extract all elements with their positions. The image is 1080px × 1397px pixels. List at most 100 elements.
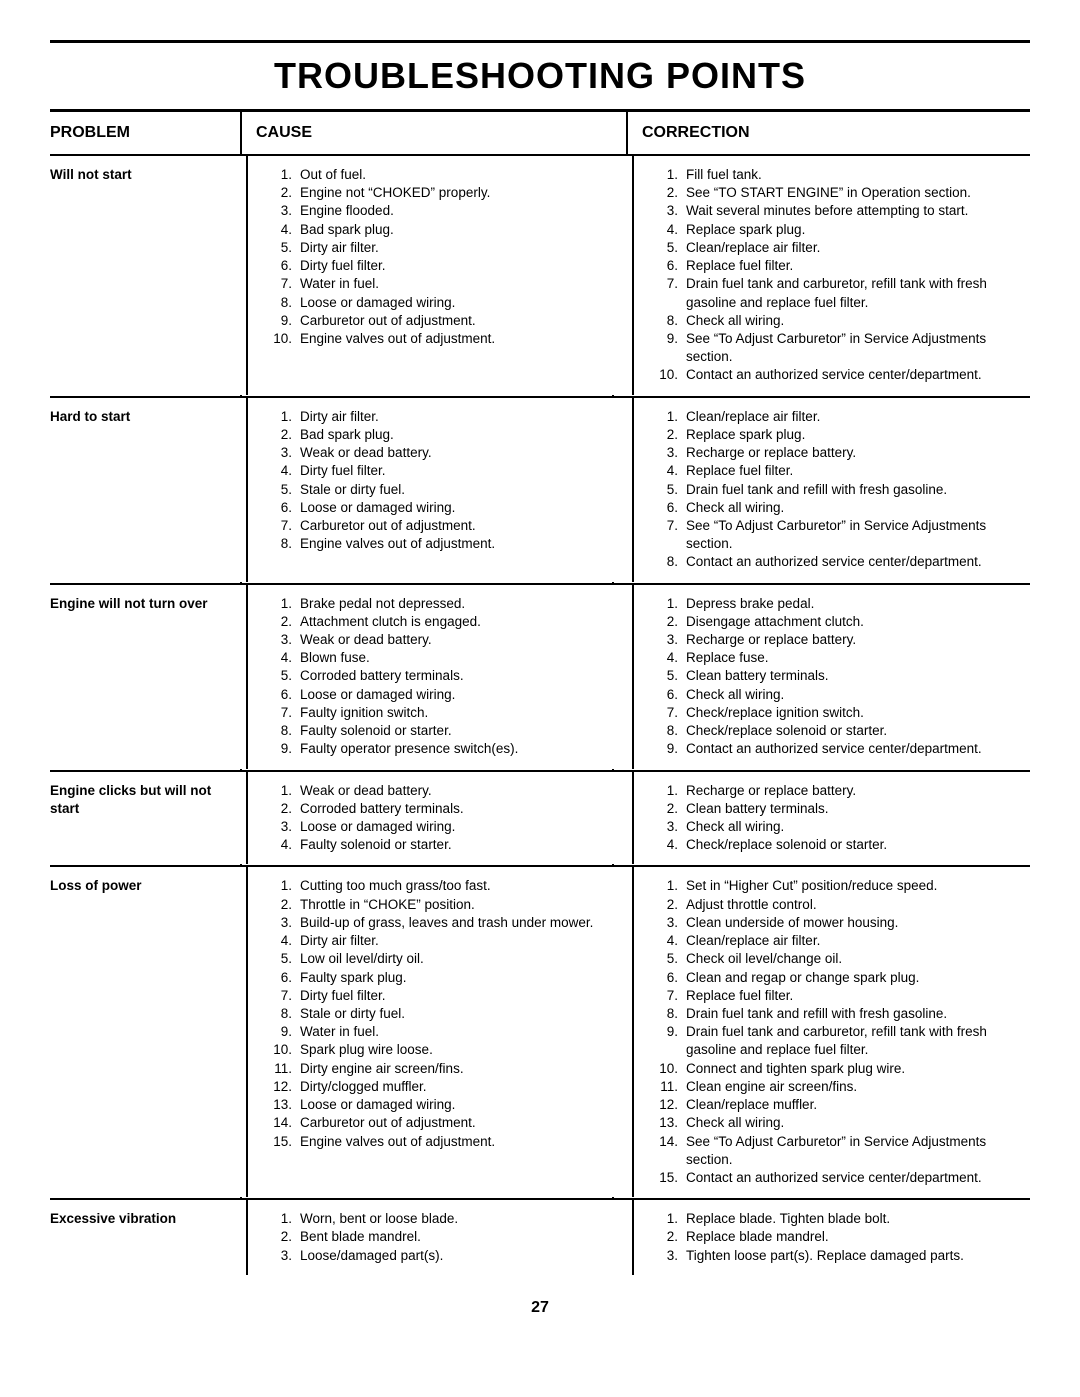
top-rule bbox=[50, 40, 1030, 43]
table-header-row: PROBLEM CAUSE CORRECTION bbox=[50, 109, 1030, 156]
page-number: 27 bbox=[50, 1299, 1030, 1317]
problem-label: Engine clicks but will not start bbox=[50, 772, 246, 865]
correction-item: Check/replace solenoid or starter. bbox=[648, 722, 1030, 740]
cause-item: Bent blade mandrel. bbox=[262, 1228, 632, 1246]
cause-item: Bad spark plug. bbox=[262, 426, 632, 444]
correction-item: Drain fuel tank and carburetor, refill t… bbox=[648, 275, 1030, 311]
correction-item: Clean battery terminals. bbox=[648, 800, 1030, 818]
correction-item: Check all wiring. bbox=[648, 1114, 1030, 1132]
correction-list: Depress brake pedal.Disengage attachment… bbox=[648, 595, 1030, 759]
correction-item: Clean/replace air filter. bbox=[648, 932, 1030, 950]
cause-item: Loose or damaged wiring. bbox=[262, 294, 632, 312]
table-row: Engine clicks but will not startWeak or … bbox=[50, 772, 1030, 865]
table-row: Engine will not turn overBrake pedal not… bbox=[50, 585, 1030, 769]
cause-item: Carburetor out of adjustment. bbox=[262, 312, 632, 330]
page-title: TROUBLESHOOTING POINTS bbox=[50, 55, 1030, 97]
cause-item: Blown fuse. bbox=[262, 649, 632, 667]
cause-item: Stale or dirty fuel. bbox=[262, 481, 632, 499]
correction-item: Tighten loose part(s). Replace damaged p… bbox=[648, 1247, 1030, 1265]
cause-list: Dirty air filter.Bad spark plug.Weak or … bbox=[262, 408, 632, 554]
table-body: Will not startOut of fuel.Engine not “CH… bbox=[50, 156, 1030, 1275]
cause-item: Faulty operator presence switch(es). bbox=[262, 740, 632, 758]
correction-item: Set in “Higher Cut” position/reduce spee… bbox=[648, 877, 1030, 895]
correction-item: Check oil level/change oil. bbox=[648, 950, 1030, 968]
correction-cell: Recharge or replace battery.Clean batter… bbox=[632, 772, 1030, 865]
correction-item: See “To Adjust Carburetor” in Service Ad… bbox=[648, 1133, 1030, 1169]
cause-list: Worn, bent or loose blade.Bent blade man… bbox=[262, 1210, 632, 1265]
cause-item: Dirty/clogged muffler. bbox=[262, 1078, 632, 1096]
correction-item: Check all wiring. bbox=[648, 818, 1030, 836]
table-row: Excessive vibrationWorn, bent or loose b… bbox=[50, 1200, 1030, 1275]
cause-cell: Cutting too much grass/too fast.Throttle… bbox=[246, 867, 632, 1197]
cause-item: Engine valves out of adjustment. bbox=[262, 535, 632, 553]
cause-list: Brake pedal not depressed.Attachment clu… bbox=[262, 595, 632, 759]
cause-item: Low oil level/dirty oil. bbox=[262, 950, 632, 968]
correction-item: Replace spark plug. bbox=[648, 221, 1030, 239]
correction-item: Contact an authorized service center/dep… bbox=[648, 553, 1030, 571]
correction-item: Clean/replace muffler. bbox=[648, 1096, 1030, 1114]
cause-list: Cutting too much grass/too fast.Throttle… bbox=[262, 877, 632, 1150]
correction-cell: Clean/replace air filter.Replace spark p… bbox=[632, 398, 1030, 582]
correction-item: See “To Adjust Carburetor” in Service Ad… bbox=[648, 517, 1030, 553]
cause-item: Worn, bent or loose blade. bbox=[262, 1210, 632, 1228]
cause-item: Out of fuel. bbox=[262, 166, 632, 184]
cause-item: Loose/damaged part(s). bbox=[262, 1247, 632, 1265]
correction-item: See “To Adjust Carburetor” in Service Ad… bbox=[648, 330, 1030, 366]
correction-cell: Set in “Higher Cut” position/reduce spee… bbox=[632, 867, 1030, 1197]
correction-item: Check/replace solenoid or starter. bbox=[648, 836, 1030, 854]
cause-item: Loose or damaged wiring. bbox=[262, 686, 632, 704]
correction-list: Set in “Higher Cut” position/reduce spee… bbox=[648, 877, 1030, 1187]
cause-item: Dirty engine air screen/fins. bbox=[262, 1060, 632, 1078]
cause-item: Water in fuel. bbox=[262, 275, 632, 293]
correction-item: Replace fuel filter. bbox=[648, 257, 1030, 275]
correction-item: Replace spark plug. bbox=[648, 426, 1030, 444]
correction-item: Clean underside of mower housing. bbox=[648, 914, 1030, 932]
cause-item: Carburetor out of adjustment. bbox=[262, 1114, 632, 1132]
cause-item: Carburetor out of adjustment. bbox=[262, 517, 632, 535]
header-correction: CORRECTION bbox=[626, 112, 1030, 154]
correction-item: Clean battery terminals. bbox=[648, 667, 1030, 685]
correction-list: Recharge or replace battery.Clean batter… bbox=[648, 782, 1030, 855]
cause-cell: Out of fuel.Engine not “CHOKED” properly… bbox=[246, 156, 632, 395]
header-cause: CAUSE bbox=[240, 112, 626, 154]
correction-item: Replace fuel filter. bbox=[648, 987, 1030, 1005]
correction-item: Clean/replace air filter. bbox=[648, 239, 1030, 257]
cause-item: Weak or dead battery. bbox=[262, 444, 632, 462]
correction-item: Clean and regap or change spark plug. bbox=[648, 969, 1030, 987]
cause-item: Dirty air filter. bbox=[262, 408, 632, 426]
problem-label: Engine will not turn over bbox=[50, 585, 246, 769]
correction-item: Disengage attachment clutch. bbox=[648, 613, 1030, 631]
cause-item: Engine valves out of adjustment. bbox=[262, 330, 632, 348]
cause-item: Dirty fuel filter. bbox=[262, 462, 632, 480]
correction-item: Drain fuel tank and refill with fresh ga… bbox=[648, 1005, 1030, 1023]
correction-item: Drain fuel tank and refill with fresh ga… bbox=[648, 481, 1030, 499]
cause-cell: Weak or dead battery.Corroded battery te… bbox=[246, 772, 632, 865]
correction-item: Connect and tighten spark plug wire. bbox=[648, 1060, 1030, 1078]
table-row: Hard to startDirty air filter.Bad spark … bbox=[50, 398, 1030, 582]
cause-item: Throttle in “CHOKE” position. bbox=[262, 896, 632, 914]
cause-item: Faulty solenoid or starter. bbox=[262, 836, 632, 854]
correction-list: Replace blade. Tighten blade bolt.Replac… bbox=[648, 1210, 1030, 1265]
table-row: Loss of powerCutting too much grass/too … bbox=[50, 867, 1030, 1197]
correction-item: Replace blade. Tighten blade bolt. bbox=[648, 1210, 1030, 1228]
correction-item: Clean/replace air filter. bbox=[648, 408, 1030, 426]
correction-item: Check all wiring. bbox=[648, 499, 1030, 517]
cause-item: Dirty air filter. bbox=[262, 239, 632, 257]
correction-item: Contact an authorized service center/dep… bbox=[648, 1169, 1030, 1187]
correction-item: Check/replace ignition switch. bbox=[648, 704, 1030, 722]
cause-item: Bad spark plug. bbox=[262, 221, 632, 239]
table-row: Will not startOut of fuel.Engine not “CH… bbox=[50, 156, 1030, 395]
cause-item: Engine not “CHOKED” properly. bbox=[262, 184, 632, 202]
cause-item: Corroded battery terminals. bbox=[262, 667, 632, 685]
header-problem: PROBLEM bbox=[50, 112, 240, 154]
page: TROUBLESHOOTING POINTS PROBLEM CAUSE COR… bbox=[0, 0, 1080, 1397]
cause-item: Water in fuel. bbox=[262, 1023, 632, 1041]
cause-item: Weak or dead battery. bbox=[262, 631, 632, 649]
correction-item: Adjust throttle control. bbox=[648, 896, 1030, 914]
cause-item: Dirty fuel filter. bbox=[262, 257, 632, 275]
correction-item: Recharge or replace battery. bbox=[648, 444, 1030, 462]
correction-item: Clean engine air screen/fins. bbox=[648, 1078, 1030, 1096]
correction-cell: Replace blade. Tighten blade bolt.Replac… bbox=[632, 1200, 1030, 1275]
correction-item: Contact an authorized service center/dep… bbox=[648, 740, 1030, 758]
problem-label: Will not start bbox=[50, 156, 246, 395]
